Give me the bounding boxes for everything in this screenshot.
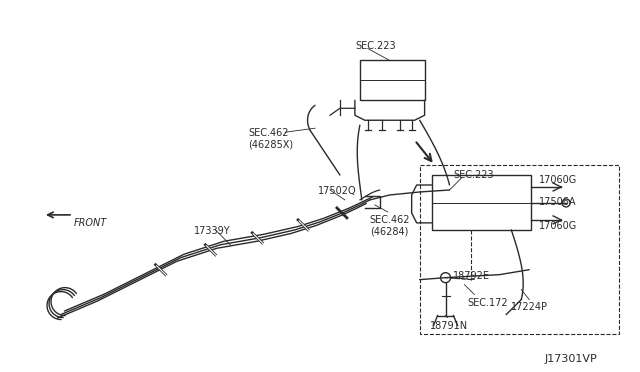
- Bar: [360, 61, 424, 100]
- Text: SEC.462
(46284): SEC.462 (46284): [370, 215, 410, 237]
- Text: 18792E: 18792E: [452, 271, 490, 281]
- Text: SEC.223: SEC.223: [454, 170, 494, 180]
- Text: 17060G: 17060G: [539, 175, 577, 185]
- Text: 17339Y: 17339Y: [193, 226, 230, 236]
- Circle shape: [562, 199, 570, 207]
- Text: SEC.223: SEC.223: [356, 41, 397, 51]
- Text: 17506A: 17506A: [539, 197, 577, 207]
- Bar: [431, 175, 531, 230]
- Bar: [420, 165, 619, 334]
- Text: 18791N: 18791N: [429, 321, 468, 331]
- Text: SEC.462
(46285X): SEC.462 (46285X): [248, 128, 293, 150]
- Text: FRONT: FRONT: [74, 218, 107, 228]
- Text: 17502Q: 17502Q: [318, 186, 356, 196]
- Text: J17301VP: J17301VP: [544, 355, 597, 364]
- Circle shape: [440, 273, 451, 283]
- Text: SEC.172: SEC.172: [467, 298, 508, 308]
- Text: 17060G: 17060G: [539, 221, 577, 231]
- Text: 17224P: 17224P: [511, 302, 548, 312]
